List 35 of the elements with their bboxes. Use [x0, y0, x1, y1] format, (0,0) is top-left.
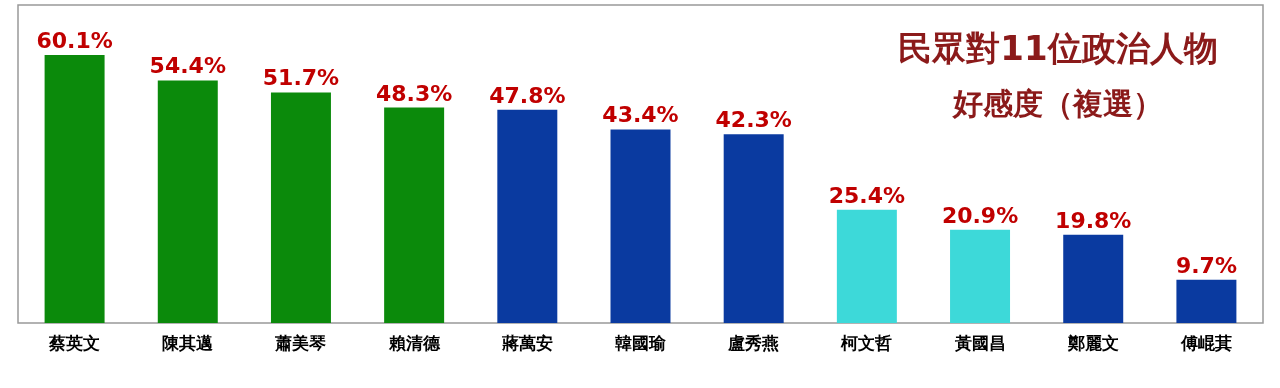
bar	[157, 80, 218, 323]
bar	[610, 129, 671, 323]
x-tick-label: 盧秀燕	[727, 332, 780, 353]
bar	[950, 229, 1011, 323]
bar	[1063, 234, 1124, 323]
chart-title: 民眾對11位政治人物	[898, 28, 1218, 68]
bar	[44, 55, 105, 323]
bar	[497, 109, 558, 323]
x-tick-label: 陳其邁	[162, 332, 214, 353]
data-label: 42.3%	[715, 107, 792, 133]
data-label: 9.7%	[1175, 252, 1237, 278]
bar	[384, 107, 445, 323]
x-tick-label: 韓國瑜	[615, 332, 667, 353]
x-tick-label: 蔣萬安	[500, 332, 553, 353]
data-label: 47.8%	[489, 82, 566, 108]
x-tick-label: 鄭麗文	[1066, 332, 1119, 353]
bar	[836, 209, 897, 323]
x-tick-label: 蕭美琴	[274, 332, 327, 353]
data-label: 20.9%	[941, 202, 1019, 228]
x-tick-label: 傅崐萁	[1179, 332, 1232, 353]
data-label: 25.4%	[828, 182, 906, 208]
text: 好感度（複選）	[952, 86, 1163, 121]
x-tick-label: 賴清德	[387, 332, 441, 353]
data-label: 43.4%	[602, 102, 679, 128]
x-tick-label: 柯文哲	[840, 332, 893, 353]
x-tick-label: 蔡英文	[48, 332, 101, 353]
data-label: 51.7%	[262, 65, 340, 91]
data-label: 48.3%	[375, 80, 453, 106]
bar	[270, 92, 331, 323]
x-tick-label: 黃國昌	[953, 332, 1006, 353]
data-label: 60.1%	[36, 28, 113, 53]
data-label: 19.8%	[1055, 207, 1132, 233]
data-label: 54.4%	[149, 53, 226, 79]
bar	[723, 134, 784, 323]
bar	[1176, 279, 1237, 323]
